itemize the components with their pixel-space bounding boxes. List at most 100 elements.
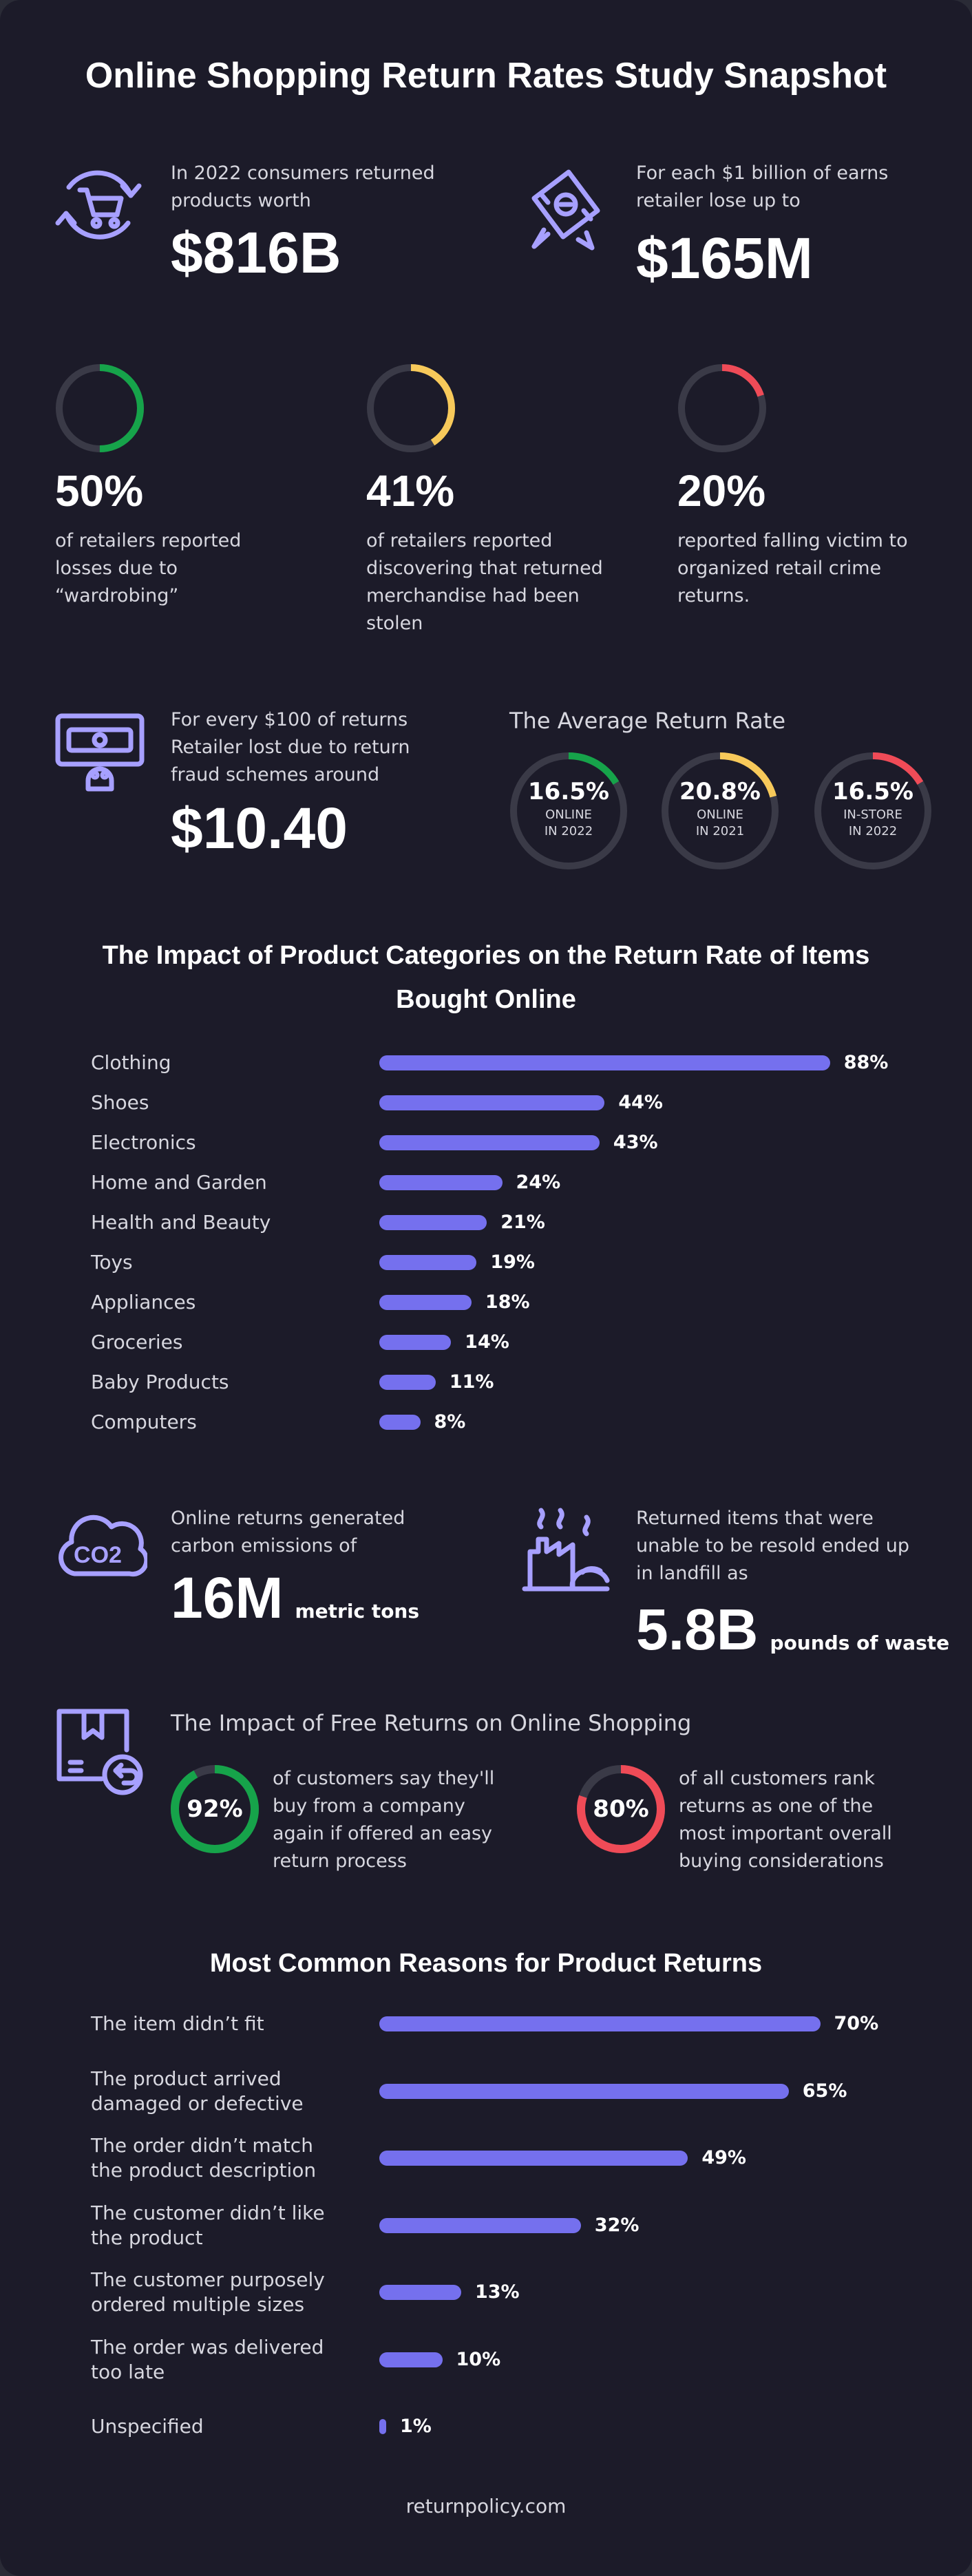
free-returns-description-2: of all customers rank returns as one of t… bbox=[679, 1765, 972, 1875]
donut-stat-description-1: of retailers reported losses due to “wardr… bbox=[55, 527, 330, 610]
landfill-description: Returned items that were unable to be re… bbox=[636, 1505, 953, 1587]
avg-ring-line-2: IN 2021 bbox=[695, 824, 745, 838]
bar-label-7: Unspecified bbox=[91, 2414, 366, 2439]
bar-label-2: Shoes bbox=[91, 1091, 149, 1114]
bar-5 bbox=[379, 1215, 487, 1230]
bar-label-7: Appliances bbox=[91, 1291, 196, 1313]
bar-value-label-6: 19% bbox=[490, 1252, 535, 1273]
bar-value-label-4: 24% bbox=[516, 1172, 561, 1193]
bar-value-label-7: 18% bbox=[485, 1291, 530, 1313]
bar-label-line: the product bbox=[91, 2226, 203, 2249]
bar-value-label-6: 10% bbox=[456, 2348, 501, 2370]
free-returns-description-1: of customers say they'll buy from a compa… bbox=[273, 1765, 768, 1875]
bar-label-4: The customer didn’t like the product bbox=[91, 2201, 366, 2250]
bar-value-label-2: 65% bbox=[802, 2080, 847, 2102]
category-chart-title-line-1: The Impact of Product Categories on the … bbox=[102, 941, 870, 970]
bar-label-1: Clothing bbox=[91, 1051, 171, 1074]
returned-description: In 2022 consumers returned products wort… bbox=[171, 160, 460, 215]
lose-description: For each $1 billion of earns retailer lo… bbox=[636, 160, 939, 215]
donut-3-arc bbox=[678, 364, 766, 452]
avg-ring-line-2: IN 2022 bbox=[848, 824, 898, 838]
bar-label-8: Groceries bbox=[91, 1331, 183, 1353]
lose-line-1: For each $1 billion of earns bbox=[636, 162, 889, 184]
donut-stat-line: of retailers reported bbox=[55, 530, 242, 551]
donut-stat-line: “wardrobing” bbox=[55, 585, 179, 606]
donut-stat-line: stolen bbox=[366, 613, 423, 634]
avg-ring-label-2: 20.8% ONLINE IN 2021 bbox=[659, 777, 781, 840]
returned-value: $816B bbox=[171, 220, 341, 285]
bar-label-line: The order was delivered bbox=[91, 2335, 324, 2358]
avg-ring-3-arc bbox=[814, 752, 931, 869]
avg-return-title: The Average Return Rate bbox=[509, 708, 785, 734]
donut-stat-line: merchandise had been bbox=[366, 585, 580, 606]
avg-ring-line-1: ONLINE bbox=[545, 807, 592, 822]
donut-stat-line: discovering that returned bbox=[366, 558, 603, 579]
bar-value-label-7: 1% bbox=[400, 2416, 432, 2437]
lose-value: $165M bbox=[636, 226, 813, 291]
donut-stat-value-3: 20% bbox=[677, 466, 766, 516]
bar-value-label-1: 88% bbox=[843, 1052, 889, 1073]
bar-value-label-1: 70% bbox=[834, 2013, 879, 2034]
money-loss-icon bbox=[531, 169, 600, 251]
avg-ring-2 bbox=[662, 752, 779, 869]
bar-value-label-5: 13% bbox=[474, 2281, 520, 2303]
co2-icon-text: CO2 bbox=[74, 1542, 122, 1568]
bar-1 bbox=[379, 2016, 821, 2031]
bar-label-9: Baby Products bbox=[91, 1371, 229, 1393]
bar-2 bbox=[379, 1095, 605, 1110]
bar-label-line: damaged or defective bbox=[91, 2091, 304, 2115]
free-returns-line: buy from a company bbox=[273, 1795, 465, 1817]
co2-description: Online returns generated carbon emission… bbox=[171, 1505, 460, 1560]
reasons-chart-title: Most Common Reasons for Product Returns bbox=[209, 1949, 763, 1978]
bar-9 bbox=[379, 1375, 436, 1390]
bar-7 bbox=[379, 1295, 472, 1310]
category-chart-title-line-2: Bought Online bbox=[396, 985, 576, 1014]
avg-ring-label-3: 16.5% IN-STORE IN 2022 bbox=[812, 777, 933, 840]
bar-2 bbox=[379, 2083, 789, 2099]
bar-label-10: Computers bbox=[91, 1411, 197, 1433]
donut-chart-2 bbox=[367, 364, 455, 452]
bar-value-label-4: 32% bbox=[594, 2214, 640, 2236]
category-chart-title: The Impact of Product Categories on the … bbox=[0, 933, 972, 1022]
avg-ring-1-arc bbox=[510, 752, 627, 869]
fraud-line-2: Retailer lost due to return bbox=[171, 737, 410, 758]
lose-line-2: retailer lose up to bbox=[636, 190, 801, 211]
bar-10 bbox=[379, 1415, 421, 1430]
donut-1-arc bbox=[56, 364, 144, 452]
bar-7 bbox=[379, 2419, 386, 2434]
co2-cloud-icon: CO2 bbox=[59, 1514, 147, 1577]
returned-line-1: In 2022 consumers returned bbox=[171, 162, 435, 184]
co2-line-2: carbon emissions of bbox=[171, 1535, 357, 1556]
bar-label-3: Electronics bbox=[91, 1131, 196, 1154]
free-returns-ring-1 bbox=[171, 1765, 259, 1853]
bar-label-line: the product description bbox=[91, 2159, 317, 2182]
landfill-line-3: in landfill as bbox=[636, 1563, 748, 1584]
donut-stat-line: reported falling victim to bbox=[677, 530, 908, 551]
free-returns-ring-2-arc bbox=[577, 1765, 665, 1853]
bar-value-label-3: 43% bbox=[613, 1132, 658, 1153]
avg-ring-value: 16.5% bbox=[528, 778, 609, 805]
bar-value-label-3: 49% bbox=[701, 2147, 746, 2168]
free-returns-line: buying considerations bbox=[679, 1850, 884, 1872]
bar-label-1: The item didn’t fit bbox=[91, 2012, 366, 2036]
co2-value-row: 16M metric tons bbox=[171, 1567, 419, 1629]
donut-2-arc bbox=[367, 364, 455, 452]
bar-label-line: The item didn’t fit bbox=[91, 2012, 264, 2035]
avg-ring-1 bbox=[510, 752, 627, 869]
bar-3 bbox=[379, 2151, 688, 2166]
bar-value-label-10: 8% bbox=[434, 1411, 466, 1433]
avg-ring-line-1: ONLINE bbox=[697, 807, 743, 822]
avg-ring-3 bbox=[814, 752, 931, 869]
free-returns-ring-2 bbox=[577, 1765, 665, 1853]
avg-ring-line-2: IN 2022 bbox=[544, 824, 593, 838]
donut-stat-line: of retailers reported bbox=[366, 530, 553, 551]
avg-ring-2-arc bbox=[662, 752, 779, 869]
bar-label-6: Toys bbox=[91, 1251, 133, 1274]
bar-label-line: The customer purposely bbox=[91, 2268, 325, 2291]
bar-3 bbox=[379, 1135, 600, 1150]
landfill-value: 5.8B bbox=[636, 1597, 759, 1662]
bar-value-label-2: 44% bbox=[618, 1092, 663, 1113]
free-returns-ring-1-arc bbox=[171, 1765, 259, 1853]
fraud-line-1: For every $100 of returns bbox=[171, 709, 408, 730]
